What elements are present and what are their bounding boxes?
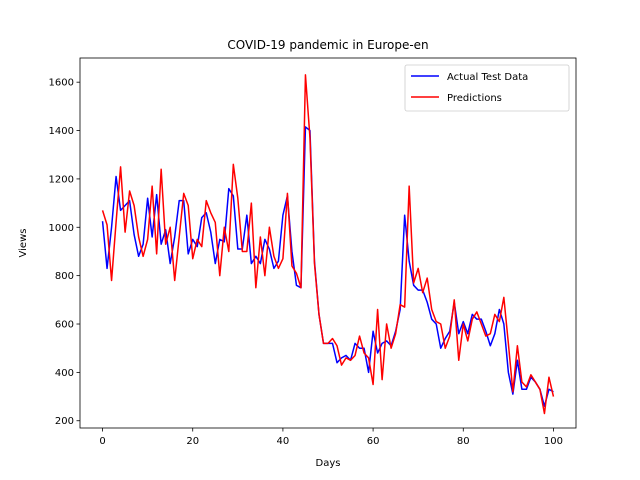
chart-title: COVID-19 pandemic in Europe-en xyxy=(227,38,428,52)
y-tick-label: 400 xyxy=(55,368,74,379)
y-axis-title: Views xyxy=(18,229,29,258)
y-tick-label: 1000 xyxy=(49,223,74,234)
x-tick-label: 80 xyxy=(457,436,470,447)
y-tick-label: 1600 xyxy=(49,78,74,89)
x-tick-label: 40 xyxy=(277,436,290,447)
y-tick-label: 1200 xyxy=(49,174,74,185)
axes-layer: 0 20 40 60 80 100 200 400 600 800 1000 1200 1400 1600 xyxy=(49,57,577,447)
series-line-predictions xyxy=(101,74,555,415)
legend-box xyxy=(404,64,570,112)
x-tick-label: 60 xyxy=(367,436,380,447)
y-tick-label: 200 xyxy=(55,416,74,427)
legend-label: Predictions xyxy=(447,93,502,104)
x-tick-label: 100 xyxy=(544,436,563,447)
legend-label: Actual Test Data xyxy=(447,72,528,83)
x-tick-label: 20 xyxy=(186,436,199,447)
plot-frame xyxy=(79,57,577,429)
x-axis-title: Days xyxy=(316,458,341,469)
series-line-actual xyxy=(101,126,554,407)
legend: Actual Test Data Predictions xyxy=(404,64,570,112)
y-tick-label: 800 xyxy=(55,271,74,282)
series-layer xyxy=(101,74,555,415)
y-tick-label: 1400 xyxy=(49,126,74,137)
y-tick-label: 600 xyxy=(55,320,74,331)
x-tick-label: 0 xyxy=(99,436,105,447)
